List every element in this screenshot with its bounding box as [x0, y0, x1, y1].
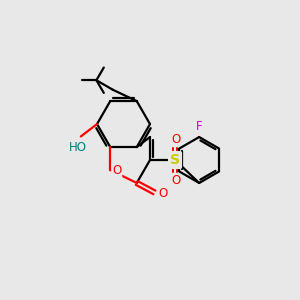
Text: O: O: [112, 164, 122, 176]
Text: S: S: [170, 153, 180, 167]
Text: HO: HO: [69, 141, 87, 154]
Text: O: O: [158, 188, 167, 200]
Text: F: F: [196, 120, 202, 133]
Text: O: O: [171, 174, 180, 187]
Text: O: O: [171, 133, 180, 146]
